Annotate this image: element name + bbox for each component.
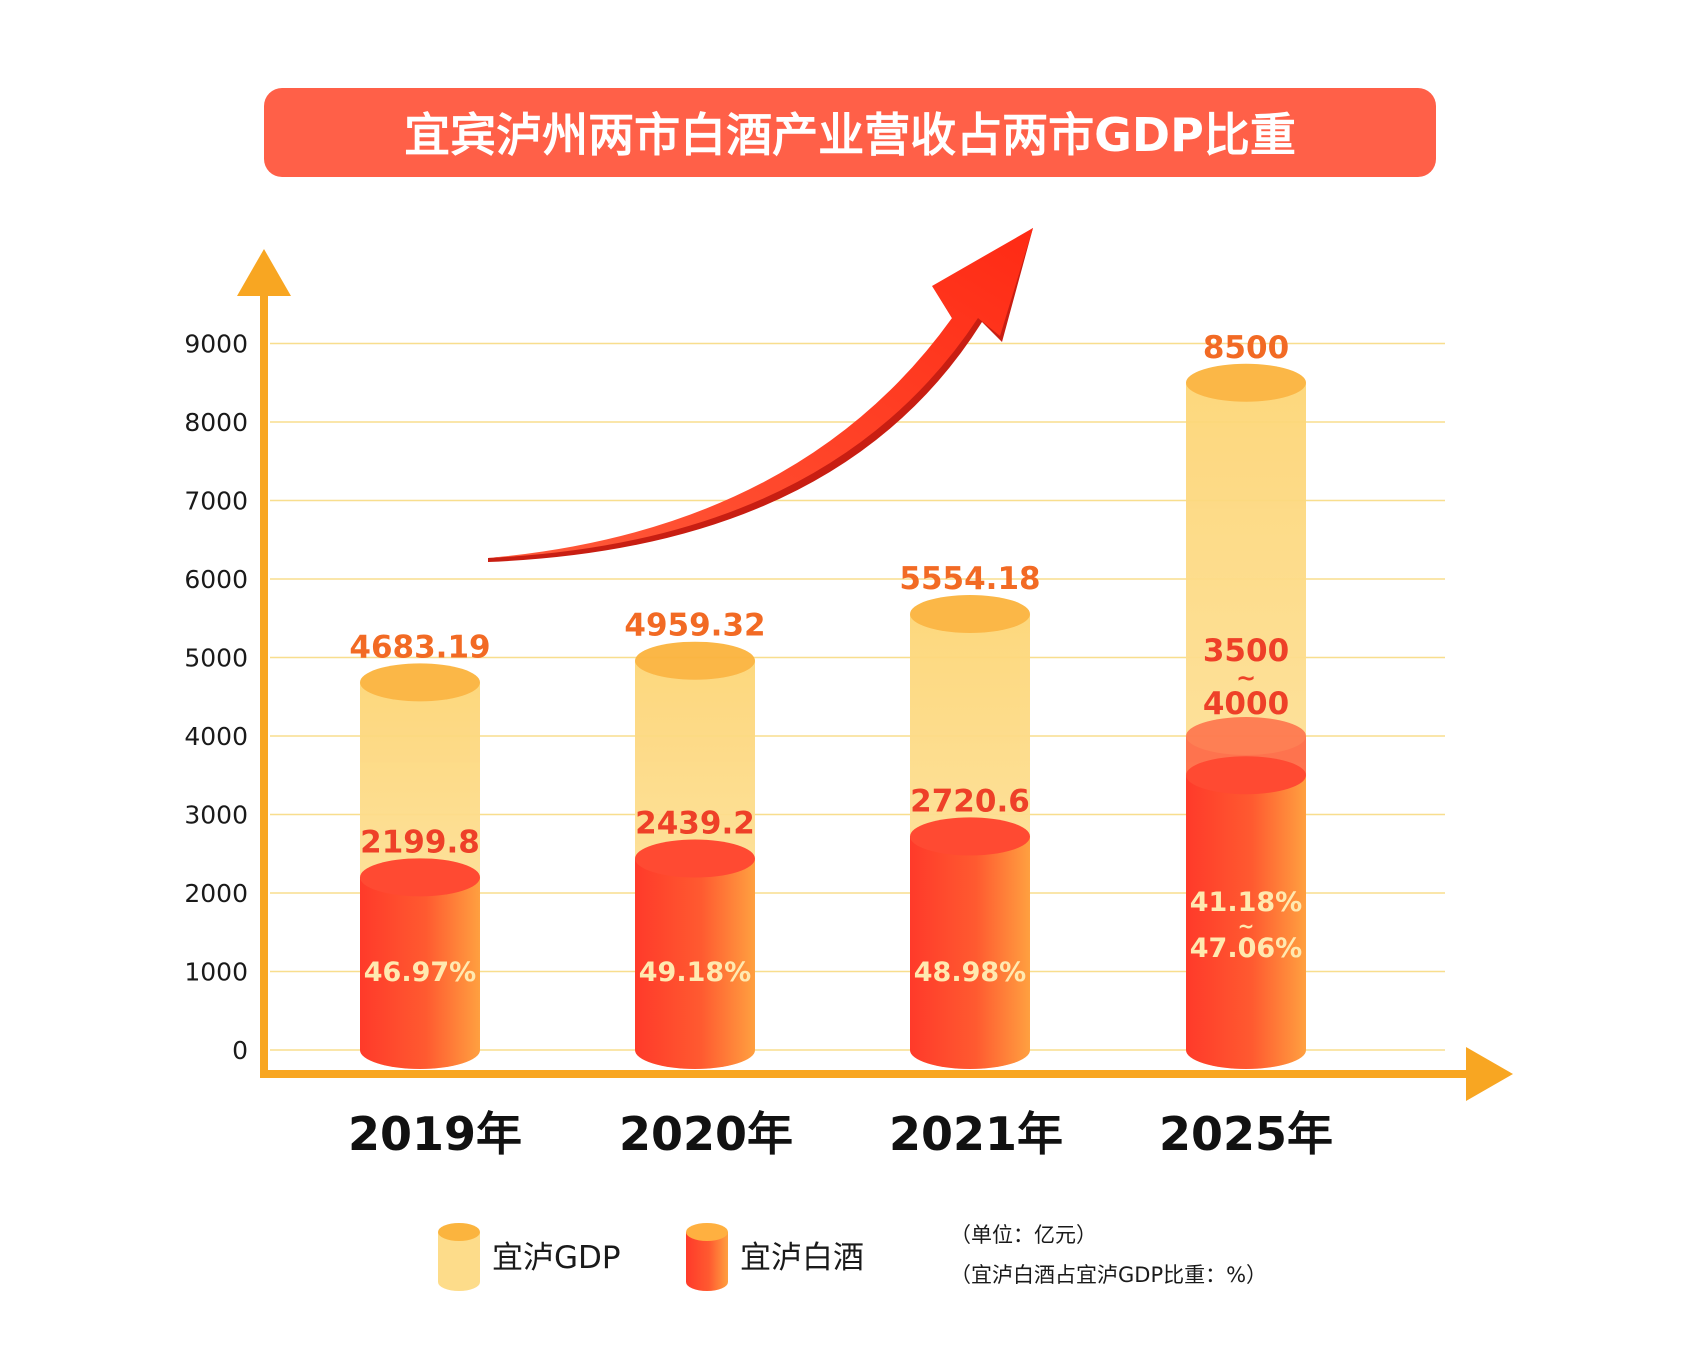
liquor-bar bbox=[635, 839, 755, 1069]
share-label: 48.98% bbox=[914, 957, 1026, 988]
title-background bbox=[264, 88, 1436, 177]
share-label: 47.06% bbox=[1190, 933, 1302, 964]
x-tick-label: 2020年 bbox=[619, 1107, 793, 1161]
y-tick-label: 7000 bbox=[184, 487, 248, 516]
legend-liquor-label: 宜泸白酒 bbox=[740, 1240, 864, 1276]
y-tick-label: 1000 bbox=[184, 958, 248, 987]
liquor-value-label: 2199.8 bbox=[360, 824, 480, 860]
bars bbox=[360, 363, 1306, 1069]
title-banner: 宜宾泸州两市白酒产业营收占两市GDP比重 bbox=[264, 88, 1436, 177]
liquor-bar bbox=[1186, 756, 1306, 1069]
liquor-bar-body bbox=[910, 836, 1030, 1069]
trend-arrow-icon bbox=[488, 228, 1033, 562]
liquor-value-label-tilde: ~ bbox=[1236, 664, 1256, 692]
gdp-bar-top bbox=[635, 641, 755, 680]
x-tick-label: 2019年 bbox=[348, 1107, 522, 1161]
liquor-value-label: 2720.6 bbox=[910, 783, 1030, 819]
data-labels: 4683.19 2199.8 46.97% 4959.32 2439.2 49.18% 55… bbox=[349, 330, 1302, 988]
y-tick-label: 6000 bbox=[184, 565, 248, 594]
gdp-bar-top bbox=[360, 663, 480, 702]
y-tick-label: 2000 bbox=[184, 879, 248, 908]
y-tick-label: 8000 bbox=[184, 408, 248, 437]
liquor-bar-body bbox=[1186, 775, 1306, 1069]
gdp-value-label: 5554.18 bbox=[899, 561, 1040, 597]
x-axis-arrow-icon bbox=[1466, 1047, 1513, 1101]
unit-note: （单位：亿元） bbox=[950, 1223, 1097, 1247]
share-note: （宜泸白酒占宜泸GDP比重：%） bbox=[950, 1263, 1267, 1287]
share-label: 46.97% bbox=[364, 957, 476, 988]
liquor-bar-top bbox=[910, 817, 1030, 856]
liquor-bar-top bbox=[635, 839, 755, 878]
x-tick-label: 2025年 bbox=[1159, 1107, 1333, 1161]
y-tick-label: 4000 bbox=[184, 722, 248, 751]
legend-gdp-cylinder-icon bbox=[438, 1223, 480, 1291]
legend-gdp-label: 宜泸GDP bbox=[492, 1240, 621, 1276]
gdp-bar-top bbox=[1186, 363, 1306, 402]
y-tick-label: 5000 bbox=[184, 644, 248, 673]
y-tick-label: 0 bbox=[232, 1036, 248, 1065]
gdp-value-label: 4683.19 bbox=[349, 629, 490, 665]
share-label: 41.18% bbox=[1190, 887, 1302, 918]
liquor-value-label: 3500 bbox=[1203, 633, 1289, 669]
y-tick-label: 9000 bbox=[184, 330, 248, 359]
trend-arrow-body bbox=[488, 228, 1033, 558]
liquor-bar bbox=[910, 817, 1030, 1069]
liquor-value-label: 4000 bbox=[1203, 686, 1289, 722]
y-tick-labels: 0 1000 2000 3000 4000 5000 6000 7000 8000 9000 bbox=[184, 330, 248, 1066]
share-label-tilde: ~ bbox=[1238, 914, 1255, 938]
liquor-bar-top bbox=[360, 858, 480, 897]
gdp-value-label: 4959.32 bbox=[624, 608, 765, 644]
liquor-bar bbox=[360, 858, 480, 1069]
legend-item-gdp: 宜泸GDP bbox=[438, 1223, 621, 1291]
chart-title: 宜宾泸州两市白酒产业营收占两市GDP比重 bbox=[404, 108, 1296, 162]
liquor-bar-top bbox=[1186, 756, 1306, 795]
x-tick-labels: 2019年 2020年 2021年 2025年 bbox=[348, 1107, 1333, 1161]
x-tick-label: 2021年 bbox=[889, 1107, 1063, 1161]
legend-item-liquor: 宜泸白酒 bbox=[686, 1223, 864, 1291]
legend-liquor-cylinder-icon bbox=[686, 1223, 728, 1291]
axes bbox=[237, 249, 1513, 1101]
liquor-bar-range-upper-top bbox=[1186, 717, 1306, 755]
y-axis-arrow-icon bbox=[237, 249, 291, 296]
liquor-value-label: 2439.2 bbox=[635, 806, 755, 842]
share-label: 49.18% bbox=[639, 957, 751, 988]
gdp-value-label: 8500 bbox=[1203, 330, 1289, 366]
legend: 宜泸GDP 宜泸白酒 （单位：亿元） （宜泸白酒占宜泸GDP比重：%） bbox=[438, 1223, 1267, 1291]
gdp-bar-top bbox=[910, 594, 1030, 633]
y-tick-label: 3000 bbox=[184, 801, 248, 830]
liquor-bar-body bbox=[360, 877, 480, 1069]
liquor-bar-body bbox=[635, 858, 755, 1069]
